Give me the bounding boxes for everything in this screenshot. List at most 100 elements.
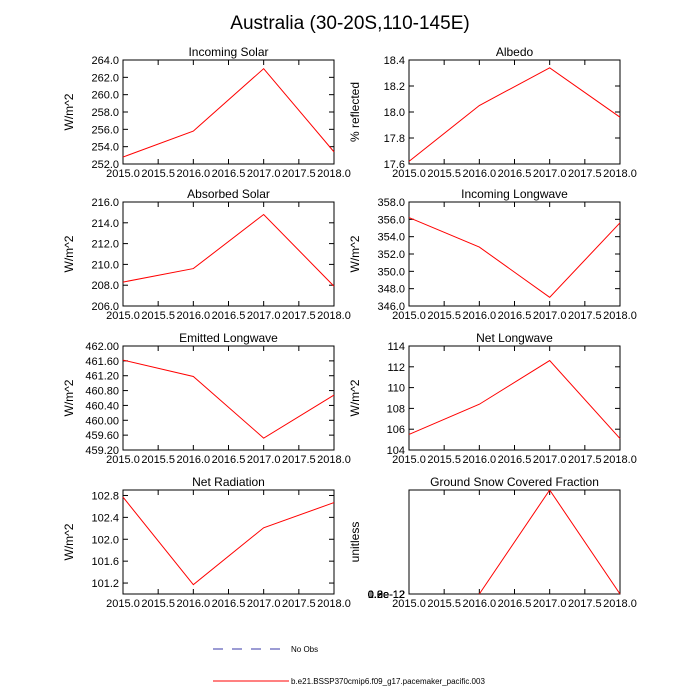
chart-net-radiation: Net Radiation W/m^2 2015.0 2015.5 2016.0 2016… <box>62 475 351 610</box>
legend: No Obs b.e21.BSSP370cmip6.f09_g17.pacemak… <box>213 645 485 686</box>
chart-albedo-ylabel: % reflected <box>348 82 362 142</box>
chart-emitted-longwave-ytick-label: 460.80 <box>85 386 119 398</box>
chart-net-radiation-series-line <box>122 496 335 586</box>
chart-absorbed-solar-xtick-label: 2017.5 <box>282 310 316 322</box>
chart-emitted-longwave-xtick-label: 2015.0 <box>106 454 140 466</box>
chart-incoming-longwave-ytick-label: 346.0 <box>377 301 405 313</box>
chart-ground-snow-covered-fraction-xtick-label: 2017.5 <box>568 598 602 610</box>
chart-net-radiation-ytick-label: 101.6 <box>91 556 119 568</box>
chart-incoming-solar-title: Incoming Solar <box>188 45 268 59</box>
chart-net-longwave-frame <box>408 345 621 451</box>
chart-incoming-longwave-ytick-label: 350.0 <box>377 266 405 278</box>
chart-ground-snow-covered-fraction-ytick-label: 0.9e-12 <box>368 589 405 601</box>
chart-net-longwave-ytick-label: 112 <box>387 362 405 374</box>
chart-emitted-longwave-xtick-label: 2017.5 <box>282 454 316 466</box>
chart-emitted-longwave-xtick-label: 2016.0 <box>177 454 211 466</box>
chart-net-longwave-ytick-label: 110 <box>387 383 405 395</box>
chart-net-longwave-ylabel: W/m^2 <box>348 379 362 416</box>
chart-incoming-solar-xtick-label: 2015.0 <box>106 168 140 180</box>
chart-emitted-longwave-xtick-label: 2015.5 <box>141 454 175 466</box>
chart-ground-snow-covered-fraction-ytick-label: 1.2e-12 <box>368 589 405 601</box>
chart-incoming-solar-xtick-label: 2018.0 <box>317 168 351 180</box>
chart-absorbed-solar-ytick-label: 208.0 <box>91 280 119 292</box>
chart-albedo: Albedo % reflected 2015.0 2015.5 2016.0 2016.… <box>348 45 637 180</box>
chart-albedo-xtick-label: 2015.5 <box>427 168 461 180</box>
chart-net-longwave-ytick-label: 108 <box>387 403 405 415</box>
chart-incoming-solar-xtick-label: 2017.0 <box>247 168 281 180</box>
chart-emitted-longwave-ylabel: W/m^2 <box>62 379 76 416</box>
chart-net-longwave-xtick-label: 2016.5 <box>498 454 532 466</box>
chart-incoming-solar-ytick-label: 256.0 <box>91 124 119 136</box>
chart-net-longwave-xtick-label: 2016.0 <box>463 454 497 466</box>
chart-incoming-longwave-ytick-label: 356.0 <box>377 214 405 226</box>
chart-net-longwave-series-line <box>408 359 621 439</box>
chart-emitted-longwave-ytick-label: 461.60 <box>85 356 119 368</box>
chart-incoming-longwave-series-line <box>408 217 621 298</box>
chart-absorbed-solar-xtick-label: 2015.5 <box>141 310 175 322</box>
chart-ground-snow-covered-fraction-ytick-label: 0.6e-12 <box>368 589 405 601</box>
chart-absorbed-solar-xtick-label: 2016.5 <box>212 310 246 322</box>
chart-incoming-solar-frame <box>122 59 335 165</box>
chart-albedo-ytick-label: 17.6 <box>384 159 405 171</box>
chart-incoming-longwave-xtick-label: 2016.5 <box>498 310 532 322</box>
chart-incoming-longwave-xtick-label: 2015.5 <box>427 310 461 322</box>
chart-albedo-ytick-label: 18.4 <box>384 55 405 67</box>
chart-incoming-longwave-xtick-label: 2017.0 <box>533 310 567 322</box>
chart-ground-snow-covered-fraction-xtick-label: 2016.0 <box>463 598 497 610</box>
chart-incoming-longwave-xtick-label: 2017.5 <box>568 310 602 322</box>
chart-ground-snow-covered-fraction-xtick-label: 2018.0 <box>603 598 637 610</box>
chart-ground-snow-covered-fraction-series-line <box>478 489 621 595</box>
chart-incoming-longwave: Incoming Longwave W/m^2 2015.0 2015.5 2016.0… <box>348 187 637 322</box>
legend-label-no-obs: No Obs <box>291 645 318 654</box>
chart-absorbed-solar-ytick-label: 216.0 <box>91 197 119 209</box>
chart-emitted-longwave-ytick-label: 460.40 <box>85 400 119 412</box>
chart-absorbed-solar-xtick-label: 2018.0 <box>317 310 351 322</box>
chart-incoming-longwave-ylabel: W/m^2 <box>348 235 362 272</box>
chart-emitted-longwave-xtick-label: 2016.5 <box>212 454 246 466</box>
chart-ground-snow-covered-fraction-ytick-label: 0.0e-12 <box>368 589 405 601</box>
chart-net-longwave-xtick-label: 2017.0 <box>533 454 567 466</box>
chart-incoming-longwave-ytick-label: 348.0 <box>377 284 405 296</box>
chart-ground-snow-covered-fraction-xtick-label: 2016.5 <box>498 598 532 610</box>
chart-net-longwave-ytick-label: 104 <box>387 445 405 457</box>
chart-emitted-longwave-title: Emitted Longwave <box>179 331 278 345</box>
chart-albedo-ytick-label: 18.0 <box>384 107 405 119</box>
chart-net-radiation-ytick-label: 102.0 <box>91 534 119 546</box>
chart-emitted-longwave-ytick-label: 461.20 <box>85 371 119 383</box>
chart-net-longwave-xtick-label: 2017.5 <box>568 454 602 466</box>
chart-ground-snow-covered-fraction-xtick-label: 2017.0 <box>533 598 567 610</box>
chart-emitted-longwave-ytick-label: 460.00 <box>85 415 119 427</box>
chart-incoming-solar-ytick-label: 252.0 <box>91 159 119 171</box>
chart-net-longwave-ytick-label: 106 <box>387 424 405 436</box>
chart-net-longwave-xtick-label: 2015.5 <box>427 454 461 466</box>
chart-incoming-solar-ytick-label: 258.0 <box>91 107 119 119</box>
chart-incoming-longwave-ytick-label: 354.0 <box>377 232 405 244</box>
chart-emitted-longwave-ytick-label: 462.00 <box>85 341 119 353</box>
chart-incoming-solar-ytick-label: 264.0 <box>91 55 119 67</box>
chart-net-radiation-ytick-label: 101.2 <box>91 578 119 590</box>
chart-net-radiation-xtick-label: 2016.5 <box>212 598 246 610</box>
chart-albedo-xtick-label: 2018.0 <box>603 168 637 180</box>
chart-albedo-xtick-label: 2016.0 <box>463 168 497 180</box>
chart-incoming-longwave-ytick-label: 358.0 <box>377 197 405 209</box>
chart-absorbed-solar-ytick-label: 206.0 <box>91 301 119 313</box>
chart-incoming-solar-xtick-label: 2015.5 <box>141 168 175 180</box>
chart-net-radiation-ylabel: W/m^2 <box>62 523 76 560</box>
chart-incoming-longwave-title: Incoming Longwave <box>461 187 568 201</box>
chart-albedo-xtick-label: 2016.5 <box>498 168 532 180</box>
chart-ground-snow-covered-fraction-xtick-label: 2015.5 <box>427 598 461 610</box>
chart-net-radiation-ytick-label: 102.4 <box>91 512 119 524</box>
chart-incoming-solar-xtick-label: 2016.0 <box>177 168 211 180</box>
chart-albedo-title: Albedo <box>496 45 534 59</box>
chart-incoming-longwave-ytick-label: 352.0 <box>377 249 405 261</box>
chart-absorbed-solar-ytick-label: 214.0 <box>91 218 119 230</box>
chart-emitted-longwave-ytick-label: 459.20 <box>85 445 119 457</box>
chart-incoming-longwave-xtick-label: 2016.0 <box>463 310 497 322</box>
chart-emitted-longwave-ytick-label: 459.60 <box>85 430 119 442</box>
chart-absorbed-solar-ytick-label: 212.0 <box>91 239 119 251</box>
chart-net-radiation-xtick-label: 2017.5 <box>282 598 316 610</box>
